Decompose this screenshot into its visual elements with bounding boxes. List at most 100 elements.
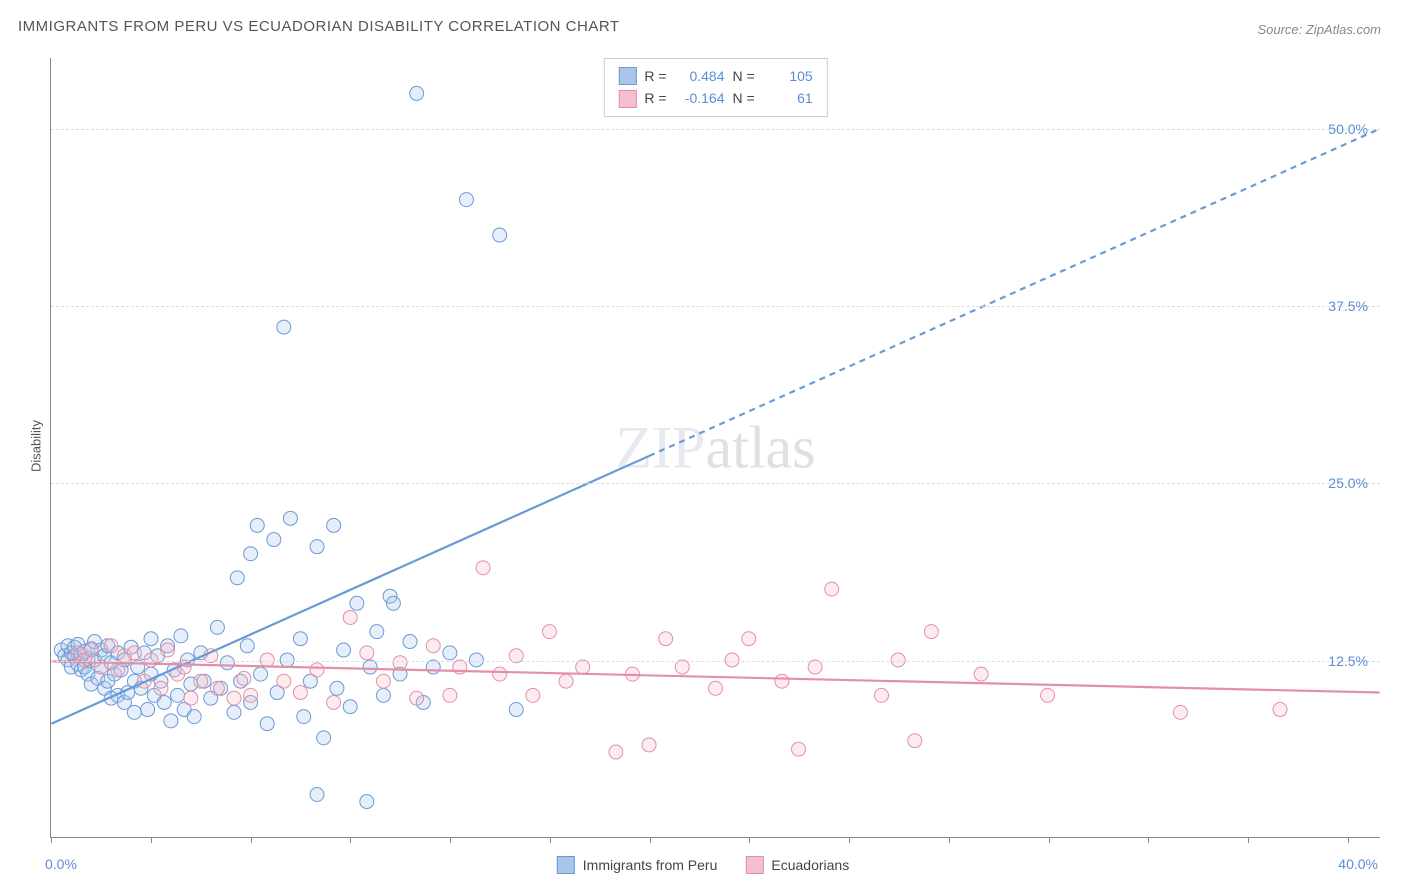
scatter-point	[343, 610, 357, 624]
scatter-point	[443, 646, 457, 660]
stat-row-ecuador: R = -0.164 N = 61	[618, 87, 812, 109]
scatter-point	[343, 700, 357, 714]
chart-title: IMMIGRANTS FROM PERU VS ECUADORIAN DISAB…	[18, 18, 620, 35]
stat-row-peru: R = 0.484 N = 105	[618, 65, 812, 87]
scatter-point	[360, 646, 374, 660]
scatter-point	[559, 674, 573, 688]
scatter-point	[542, 625, 556, 639]
scatter-point	[184, 691, 198, 705]
stat-n-label: N =	[733, 65, 755, 87]
scatter-point	[775, 674, 789, 688]
scatter-point	[337, 643, 351, 657]
scatter-point	[141, 703, 155, 717]
scatter-point	[267, 533, 281, 547]
y-tick-label: 50.0%	[1328, 121, 1368, 137]
stat-swatch-peru	[618, 67, 636, 85]
scatter-point	[244, 547, 258, 561]
scatter-point	[174, 629, 188, 643]
scatter-point	[220, 656, 234, 670]
stat-n-peru: 105	[763, 65, 813, 87]
y-tick-label: 12.5%	[1328, 653, 1368, 669]
series-swatch-ecuador	[745, 856, 763, 874]
scatter-point	[244, 688, 258, 702]
plot-svg	[51, 58, 1380, 837]
scatter-point	[277, 674, 291, 688]
x-tick	[51, 837, 52, 843]
scatter-point	[1273, 703, 1287, 717]
gridline	[51, 129, 1380, 130]
stat-r-peru: 0.484	[675, 65, 725, 87]
x-tick	[1148, 837, 1149, 843]
series-item-ecuador: Ecuadorians	[745, 856, 849, 874]
gridline	[51, 306, 1380, 307]
scatter-point	[376, 688, 390, 702]
scatter-point	[493, 667, 507, 681]
scatter-point	[410, 86, 424, 100]
scatter-point	[410, 691, 424, 705]
scatter-point	[330, 681, 344, 695]
scatter-point	[127, 646, 141, 660]
gridline	[51, 661, 1380, 662]
scatter-point	[360, 795, 374, 809]
scatter-point	[293, 632, 307, 646]
scatter-point	[403, 635, 417, 649]
scatter-point	[227, 691, 241, 705]
scatter-point	[237, 671, 251, 685]
stat-r-label-2: R =	[644, 87, 666, 109]
scatter-point	[157, 695, 171, 709]
x-max-label: 40.0%	[1338, 856, 1378, 872]
x-tick	[450, 837, 451, 843]
scatter-point	[111, 663, 125, 677]
scatter-point	[363, 660, 377, 674]
scatter-point	[376, 674, 390, 688]
scatter-point	[792, 742, 806, 756]
stat-n-ecuador: 61	[763, 87, 813, 109]
scatter-point	[350, 596, 364, 610]
scatter-point	[84, 643, 98, 657]
scatter-point	[709, 681, 723, 695]
x-tick	[1348, 837, 1349, 843]
scatter-point	[230, 571, 244, 585]
scatter-point	[310, 540, 324, 554]
scatter-point	[171, 688, 185, 702]
scatter-point	[277, 320, 291, 334]
scatter-point	[393, 656, 407, 670]
series-item-peru: Immigrants from Peru	[557, 856, 718, 874]
scatter-point	[194, 674, 208, 688]
scatter-point	[327, 695, 341, 709]
scatter-point	[297, 710, 311, 724]
x-tick	[550, 837, 551, 843]
scatter-point	[576, 660, 590, 674]
scatter-point	[509, 703, 523, 717]
chart-container: IMMIGRANTS FROM PERU VS ECUADORIAN DISAB…	[0, 0, 1406, 892]
scatter-point	[210, 620, 224, 634]
plot-area: ZIPatlas R = 0.484 N = 105 R = -0.164 N …	[50, 58, 1380, 838]
scatter-point	[426, 639, 440, 653]
stat-legend: R = 0.484 N = 105 R = -0.164 N = 61	[603, 58, 827, 117]
stat-r-label: R =	[644, 65, 666, 87]
scatter-point	[310, 788, 324, 802]
trend-line-dashed	[649, 129, 1380, 456]
y-tick-label: 37.5%	[1328, 298, 1368, 314]
scatter-point	[164, 714, 178, 728]
scatter-point	[742, 632, 756, 646]
scatter-point	[875, 688, 889, 702]
scatter-point	[1041, 688, 1055, 702]
scatter-point	[370, 625, 384, 639]
scatter-point	[254, 667, 268, 681]
scatter-point	[974, 667, 988, 681]
scatter-point	[386, 596, 400, 610]
y-axis-label: Disability	[29, 420, 44, 472]
scatter-point	[154, 681, 168, 695]
scatter-point	[293, 686, 307, 700]
scatter-point	[283, 511, 297, 525]
stat-n-label-2: N =	[733, 87, 755, 109]
scatter-point	[476, 561, 490, 575]
x-tick	[251, 837, 252, 843]
scatter-point	[327, 518, 341, 532]
x-tick	[151, 837, 152, 843]
series-label-peru: Immigrants from Peru	[583, 857, 718, 873]
scatter-point	[924, 625, 938, 639]
scatter-point	[187, 710, 201, 724]
scatter-point	[260, 717, 274, 731]
